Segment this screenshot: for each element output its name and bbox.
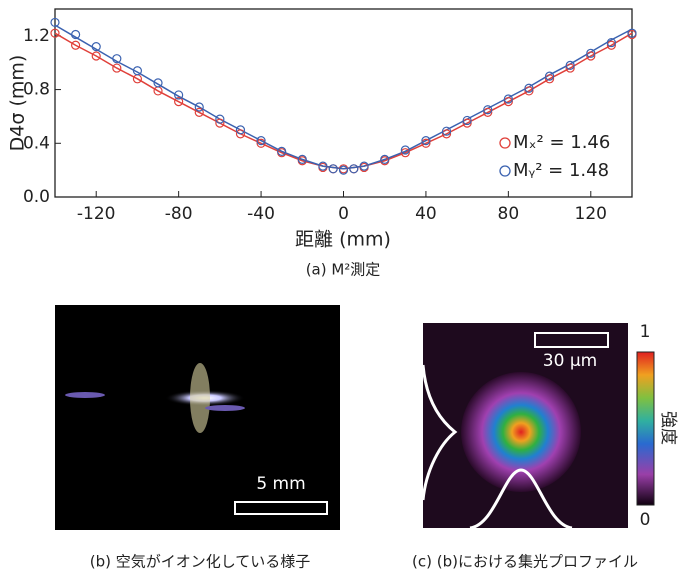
x-tick-label: -40: [247, 204, 275, 224]
data-point: [329, 165, 337, 173]
x-tick-label: 0: [338, 204, 349, 224]
y-tick-label: 0.4: [23, 133, 50, 153]
colorbar: [637, 352, 654, 505]
y-tick-label: 1.2: [23, 26, 50, 46]
plasma: [205, 405, 245, 411]
colorbar-label: 強度: [658, 411, 678, 445]
page: {"chart_data":{"type":"scatter","x_label…: [0, 0, 687, 580]
scale-label: 5 mm: [256, 474, 305, 494]
plasma: [65, 392, 105, 398]
figure: D4σ (mm) 距離 (mm) (a) M²測定 -120-80-400408…: [0, 0, 687, 576]
x-tick-label: -80: [165, 204, 193, 224]
x-tick-label: 120: [575, 204, 607, 224]
legend-label: Mᵧ² = 1.48: [513, 160, 609, 181]
x-tick-label: 40: [415, 204, 437, 224]
caption: (c) (b)における集光プロファイル: [412, 553, 638, 571]
legend-marker: [500, 138, 510, 148]
legend-marker: [500, 166, 510, 176]
panel-b: 5 mm (b) 空気がイオン化している様子: [55, 305, 340, 571]
caption: (b) 空気がイオン化している様子: [90, 553, 311, 571]
y-tick-label: 0.0: [23, 187, 50, 207]
caption: (a) M²測定: [306, 261, 381, 279]
scale-label: 30 μm: [543, 351, 597, 371]
x-tick-label: -120: [77, 204, 116, 224]
y-tick-label: 0.8: [23, 80, 50, 100]
x-axis-label: 距離 (mm): [295, 229, 391, 251]
beam-spot: [461, 372, 581, 492]
legend-label: Mₓ² = 1.46: [513, 132, 610, 153]
plasma: [190, 363, 210, 433]
panel-c: 30 μm 1 0 強度 (c) (b)における集光プロファイル: [412, 322, 678, 571]
x-tick-label: 80: [498, 204, 520, 224]
data-point: [350, 165, 358, 173]
colorbar-min: 0: [640, 510, 651, 530]
colorbar-max: 1: [640, 322, 651, 342]
